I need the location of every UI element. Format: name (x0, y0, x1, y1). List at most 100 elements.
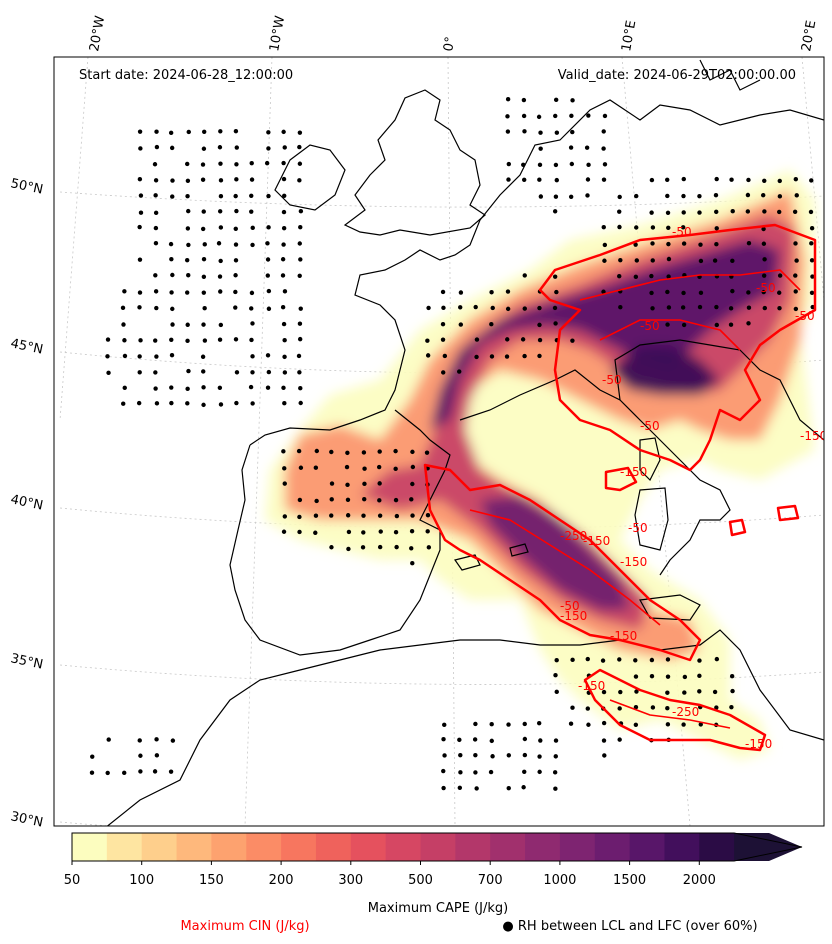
rh-dot (522, 353, 527, 359)
rh-dot (681, 290, 686, 296)
rh-dot (522, 736, 528, 742)
rh-dot (200, 177, 206, 182)
rh-dot (185, 401, 190, 406)
rh-dot (281, 242, 286, 247)
rh-dot (808, 209, 814, 215)
rh-dot (617, 657, 622, 662)
rh-dot (457, 737, 462, 743)
rh-dot (585, 656, 590, 662)
rh-dot (633, 674, 639, 679)
colorbar-tick-label: 500 (408, 873, 433, 888)
rh-dot (570, 657, 575, 663)
rh-dot (600, 658, 606, 663)
valid-date-label: Valid_date: 2024-06-29T02:00:00.00 (558, 68, 796, 83)
cin-legend-label: Maximum CIN (J/kg) (180, 919, 309, 934)
rh-dot (538, 738, 543, 743)
rh-dot (345, 513, 351, 518)
rh-dot (442, 722, 447, 728)
rh-dot (570, 98, 575, 103)
rh-dot (153, 386, 158, 391)
rh-dot (746, 305, 752, 310)
rh-dot (697, 673, 702, 679)
rh-dot (617, 737, 622, 742)
rh-dot (201, 256, 207, 262)
rh-dot (537, 177, 542, 182)
lat-labels: 50°N 45°N 40°N 35°N 30°N (9, 176, 44, 830)
rh-dot (153, 370, 158, 375)
rh-dot (361, 450, 367, 455)
lat-label: 45°N (9, 336, 44, 357)
rh-dot (233, 273, 238, 278)
rh-dot (761, 273, 767, 278)
rh-dot (617, 209, 622, 214)
rh-dot (362, 466, 367, 471)
start-date-label: Start date: 2024-06-28_12:00:00 (79, 68, 293, 83)
rh-dot (280, 273, 286, 278)
rh-dot (281, 449, 286, 454)
rh-dot (633, 722, 639, 727)
rh-dot (393, 448, 398, 454)
rh-dot (585, 706, 590, 711)
lat-label: 50°N (9, 176, 44, 197)
rh-dot (217, 385, 223, 390)
rh-dot (298, 400, 303, 406)
rh-dot (681, 193, 686, 199)
rh-dot (376, 464, 382, 470)
rh-dot (489, 321, 494, 327)
rh-dot (474, 354, 479, 360)
rh-dot (424, 450, 430, 455)
rh-dot (570, 129, 575, 135)
cin-contour-label: -150 (578, 679, 605, 693)
rh-dot (522, 769, 527, 774)
rh-dot (217, 209, 223, 214)
rh-dot (170, 306, 175, 312)
rh-dot (473, 304, 478, 310)
rh-dot (602, 258, 607, 263)
rh-dot (536, 720, 542, 726)
colorbar-tick-label: 2000 (683, 873, 716, 888)
rh-dot (297, 241, 302, 246)
rh-dot (713, 192, 719, 198)
rh-dot (729, 674, 735, 679)
colorbar-segment (350, 833, 387, 861)
rh-dot (297, 514, 302, 520)
rh-dot (314, 498, 319, 504)
rh-dot (265, 257, 271, 262)
rh-dot (730, 209, 735, 214)
rh-dot (168, 769, 174, 774)
rh-dot (218, 402, 224, 407)
rh-dot (666, 305, 672, 310)
cin-contour-label: -250 (560, 529, 587, 543)
rh-dot (281, 209, 287, 215)
rh-dot (793, 273, 798, 278)
rh-dot (170, 322, 175, 327)
rh-dot (137, 176, 143, 182)
rh-dot (712, 258, 718, 263)
rh-dot (216, 241, 222, 246)
cin-contour-label: -150 (560, 609, 587, 623)
rh-dot (793, 176, 799, 182)
rh-dot (297, 161, 303, 166)
rh-dot (505, 114, 510, 119)
rh-dot (137, 257, 143, 262)
rh-dot (442, 753, 447, 758)
rh-dot (522, 273, 527, 278)
cin-contour-label: -50 (628, 521, 648, 535)
colorbar-segment (281, 833, 317, 861)
rh-dot (136, 400, 142, 406)
rh-dot (650, 306, 655, 311)
rh-dot (248, 384, 254, 390)
rh-dot (122, 385, 127, 391)
rh-dot (777, 273, 783, 278)
rh-dot (201, 290, 207, 295)
rh-dot (554, 657, 559, 663)
rh-dot (441, 305, 446, 311)
rh-dot (506, 785, 511, 791)
rh-dot (714, 656, 720, 662)
rh-dot (265, 273, 270, 278)
rh-dot (137, 224, 142, 230)
rh-dot (554, 689, 559, 695)
rh-dot (362, 481, 367, 487)
rh-dot (681, 210, 686, 215)
rh-dot (522, 752, 528, 758)
